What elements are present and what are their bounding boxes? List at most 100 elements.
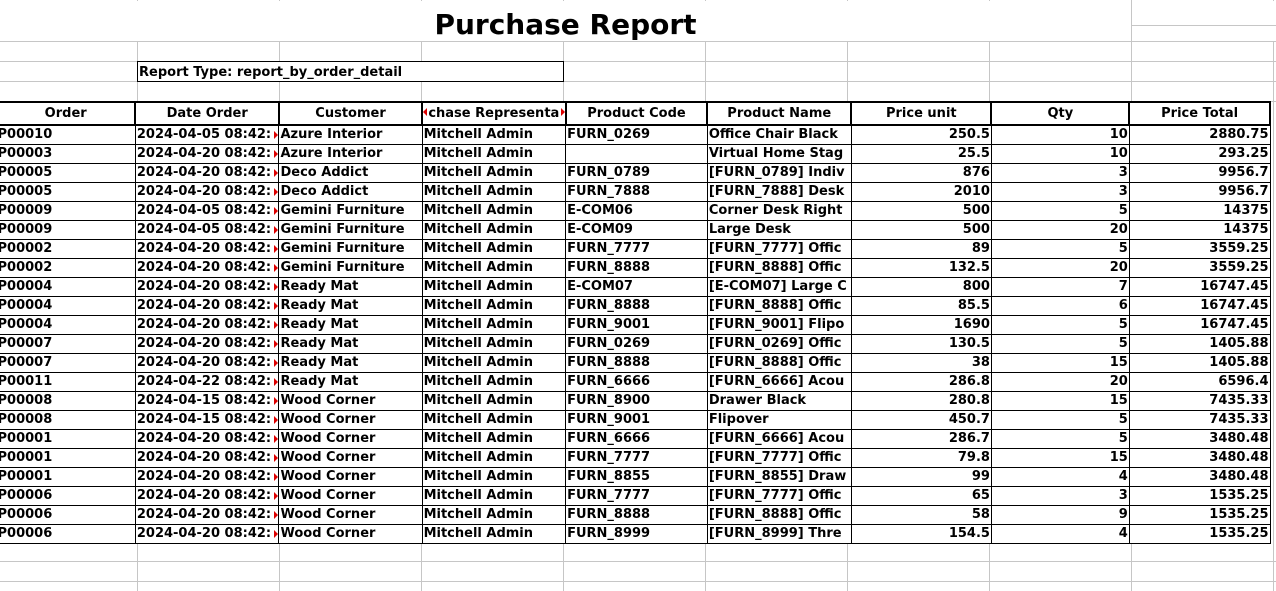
table-cell[interactable]: 6596.4 — [1128, 372, 1271, 392]
table-cell[interactable]: 6 — [990, 296, 1130, 316]
column-header[interactable]: Price unit — [850, 101, 993, 126]
table-cell[interactable]: 3559.25 — [1128, 239, 1271, 259]
table-cell[interactable]: P00004 — [0, 315, 136, 335]
table-cell[interactable]: 500 — [850, 201, 992, 221]
column-header[interactable]: Customer — [277, 101, 424, 126]
table-cell[interactable]: Mitchell Admin — [421, 334, 567, 354]
table-cell[interactable]: Mitchell Admin — [421, 448, 567, 468]
table-cell[interactable]: 15 — [990, 391, 1130, 411]
table-cell[interactable]: P00002 — [0, 258, 136, 278]
table-cell[interactable]: FURN_9001 — [565, 410, 708, 430]
table-cell[interactable]: [E-COM07] Large C — [706, 277, 852, 297]
table-cell[interactable]: 9 — [990, 505, 1130, 525]
table-cell[interactable]: 2024-04-15 08:42: — [134, 391, 280, 411]
table-cell[interactable]: 65 — [850, 486, 992, 506]
table-cell[interactable]: 15 — [990, 448, 1130, 468]
table-cell[interactable]: [FURN_0269] Offic — [706, 334, 852, 354]
table-cell[interactable]: Mitchell Admin — [421, 524, 567, 544]
table-cell[interactable]: P00001 — [0, 429, 136, 449]
column-header[interactable]: chase Representa — [421, 101, 567, 126]
column-header[interactable]: Product Code — [564, 101, 709, 126]
table-cell[interactable]: Mitchell Admin — [421, 410, 567, 430]
table-cell[interactable]: Mitchell Admin — [421, 296, 567, 316]
table-cell[interactable]: 5 — [990, 429, 1130, 449]
table-cell[interactable]: 3 — [990, 486, 1130, 506]
table-cell[interactable]: 14375 — [1128, 201, 1271, 221]
table-cell[interactable]: 2024-04-20 08:42: — [134, 144, 280, 164]
table-cell[interactable]: Ready Mat — [278, 334, 423, 354]
report-title[interactable]: Purchase Report — [0, 1, 1131, 41]
table-cell[interactable]: P00001 — [0, 448, 136, 468]
table-cell[interactable]: 1690 — [850, 315, 992, 335]
table-cell[interactable]: 250.5 — [850, 124, 992, 145]
table-cell[interactable]: 3 — [990, 182, 1130, 202]
table-cell[interactable]: 2024-04-20 08:42: — [134, 448, 280, 468]
table-cell[interactable]: [FURN_7888] Desk — [706, 182, 852, 202]
table-cell[interactable]: P00004 — [0, 296, 136, 316]
table-cell[interactable] — [565, 144, 708, 164]
table-cell[interactable]: 3559.25 — [1128, 258, 1271, 278]
table-cell[interactable]: 9956.7 — [1128, 182, 1271, 202]
table-cell[interactable]: 5 — [990, 201, 1130, 221]
table-cell[interactable]: Gemini Furniture — [278, 220, 423, 240]
table-cell[interactable]: 3480.48 — [1128, 448, 1271, 468]
table-cell[interactable]: Mitchell Admin — [421, 258, 567, 278]
table-cell[interactable]: Gemini Furniture — [278, 258, 423, 278]
table-cell[interactable]: 2024-04-20 08:42: — [134, 258, 280, 278]
table-cell[interactable]: 2024-04-20 08:42: — [134, 277, 280, 297]
table-cell[interactable]: 286.8 — [850, 372, 992, 392]
table-cell[interactable]: P00009 — [0, 220, 136, 240]
table-cell[interactable]: 14375 — [1128, 220, 1271, 240]
table-cell[interactable]: P00005 — [0, 182, 136, 202]
table-cell[interactable]: P00005 — [0, 163, 136, 183]
table-cell[interactable]: 5 — [990, 334, 1130, 354]
table-cell[interactable]: 2024-04-15 08:42: — [134, 410, 280, 430]
table-cell[interactable]: Azure Interior — [278, 124, 423, 145]
table-cell[interactable]: [FURN_9001] Flipo — [706, 315, 852, 335]
table-cell[interactable]: Mitchell Admin — [421, 429, 567, 449]
table-cell[interactable]: 293.25 — [1128, 144, 1271, 164]
table-cell[interactable]: Mitchell Admin — [421, 277, 567, 297]
table-cell[interactable]: [FURN_8855] Draw — [706, 467, 852, 487]
table-cell[interactable]: [FURN_0789] Indiv — [706, 163, 852, 183]
table-cell[interactable]: 79.8 — [850, 448, 992, 468]
table-cell[interactable]: 3480.48 — [1128, 429, 1271, 449]
table-cell[interactable]: 7 — [990, 277, 1130, 297]
table-cell[interactable]: 286.7 — [850, 429, 992, 449]
table-cell[interactable]: Mitchell Admin — [421, 486, 567, 506]
table-cell[interactable]: Wood Corner — [278, 429, 423, 449]
column-header[interactable]: Qty — [990, 101, 1131, 126]
table-cell[interactable]: E-COM06 — [565, 201, 708, 221]
table-cell[interactable]: [FURN_6666] Acou — [706, 372, 852, 392]
table-cell[interactable]: FURN_8888 — [565, 296, 708, 316]
table-cell[interactable]: 2024-04-05 08:42: — [134, 220, 280, 240]
table-cell[interactable]: 16747.45 — [1128, 277, 1271, 297]
table-cell[interactable]: Virtual Home Stag — [706, 144, 852, 164]
table-cell[interactable]: Mitchell Admin — [421, 505, 567, 525]
table-cell[interactable]: FURN_7777 — [565, 239, 708, 259]
table-cell[interactable]: P00007 — [0, 353, 136, 373]
table-cell[interactable]: Mitchell Admin — [421, 372, 567, 392]
table-cell[interactable]: Wood Corner — [278, 448, 423, 468]
table-cell[interactable]: 2024-04-20 08:42: — [134, 296, 280, 316]
table-cell[interactable]: P00006 — [0, 524, 136, 544]
table-cell[interactable]: 7435.33 — [1128, 410, 1271, 430]
table-cell[interactable]: 16747.45 — [1128, 296, 1271, 316]
table-cell[interactable]: Wood Corner — [278, 410, 423, 430]
table-cell[interactable]: E-COM07 — [565, 277, 708, 297]
table-cell[interactable]: 2024-04-20 08:42: — [134, 182, 280, 202]
table-cell[interactable]: 20 — [990, 258, 1130, 278]
table-cell[interactable]: Mitchell Admin — [421, 201, 567, 221]
table-cell[interactable]: P00011 — [0, 372, 136, 392]
table-cell[interactable]: Gemini Furniture — [278, 201, 423, 221]
table-cell[interactable]: 2024-04-20 08:42: — [134, 505, 280, 525]
table-cell[interactable]: Mitchell Admin — [421, 467, 567, 487]
table-cell[interactable]: Wood Corner — [278, 505, 423, 525]
table-cell[interactable]: Mitchell Admin — [421, 163, 567, 183]
table-cell[interactable]: P00001 — [0, 467, 136, 487]
table-cell[interactable]: P00010 — [0, 124, 136, 145]
table-cell[interactable]: 25.5 — [850, 144, 992, 164]
table-cell[interactable]: [FURN_8888] Offic — [706, 296, 852, 316]
table-cell[interactable]: Gemini Furniture — [278, 239, 423, 259]
table-cell[interactable]: 876 — [850, 163, 992, 183]
